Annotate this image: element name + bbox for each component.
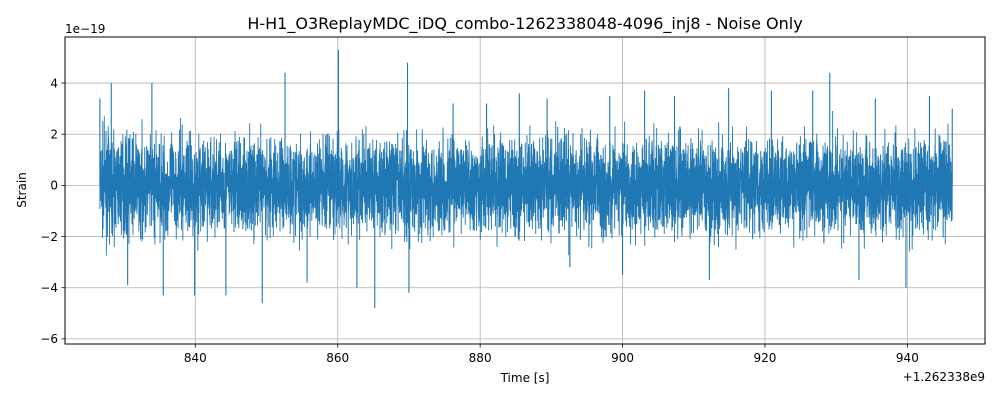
x-axis-label: Time [s] bbox=[500, 371, 550, 385]
x-axis: 840 860 880 900 920 940 bbox=[184, 344, 919, 365]
x-tick-label: 900 bbox=[611, 351, 634, 365]
y-tick-label: −4 bbox=[40, 281, 58, 295]
x-tick-label: 920 bbox=[754, 351, 777, 365]
x-tick-label: 940 bbox=[896, 351, 919, 365]
y-axis: −6 −4 −2 0 2 4 bbox=[40, 76, 65, 346]
x-tick-label: 880 bbox=[469, 351, 492, 365]
strain-trace bbox=[99, 49, 953, 309]
y-tick-label: −6 bbox=[40, 332, 58, 346]
y-tick-label: 4 bbox=[50, 76, 58, 90]
strain-noise-line bbox=[99, 111, 953, 256]
x-tick-label: 840 bbox=[184, 351, 207, 365]
plot-area-frame bbox=[64, 36, 986, 345]
y-axis-label: Strain bbox=[15, 172, 29, 208]
chart-title: H-H1_O3ReplayMDC_iDQ_combo-1262338048-40… bbox=[247, 14, 802, 34]
x-axis-offset-label: +1.262338e9 bbox=[903, 370, 985, 384]
y-tick-label: −2 bbox=[40, 230, 58, 244]
y-tick-label: 2 bbox=[50, 128, 58, 142]
y-tick-label: 0 bbox=[50, 179, 58, 193]
y-axis-exponent-label: 1e−19 bbox=[65, 22, 105, 36]
x-tick-label: 860 bbox=[326, 351, 349, 365]
